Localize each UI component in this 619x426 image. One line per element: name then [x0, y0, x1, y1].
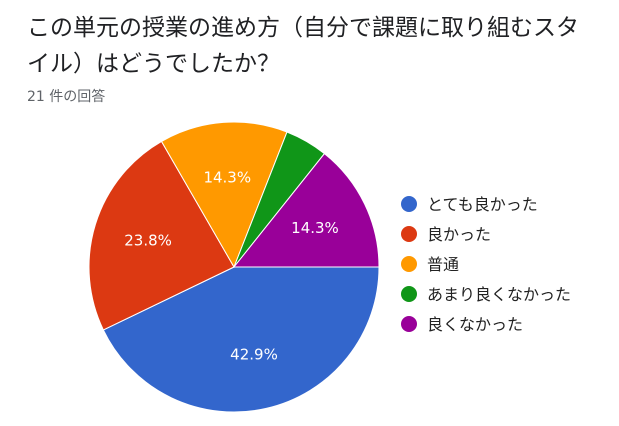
slice-percent-label: 14.3%	[203, 168, 251, 186]
pie-slice-5	[232, 152, 380, 268]
legend-label: 良かった	[427, 225, 491, 244]
slice-percent-label: 42.9%	[230, 346, 278, 364]
pie-slice-1	[102, 266, 380, 413]
legend-swatch	[401, 256, 417, 272]
pie-slice-labels: 42.9% 23.8% 14.3% 14.3%	[124, 168, 339, 363]
slice-percent-label: 23.8%	[124, 232, 172, 250]
pie-slice-2	[88, 140, 235, 331]
slice-percent-label: 14.3%	[291, 219, 339, 237]
legend-swatch	[401, 286, 417, 302]
chart-title: この単元の授業の進め方（自分で課題に取り組むスタイル）はどうでしたか？	[27, 15, 579, 77]
pie-slice-3	[160, 121, 288, 269]
legend-label: あまり良くなかった	[427, 285, 571, 304]
legend-swatch	[401, 226, 417, 242]
legend-label: 良くなかった	[427, 315, 523, 334]
response-count: 21 件の回答	[27, 89, 106, 105]
legend-swatch	[401, 196, 417, 212]
legend-label: 普通	[427, 255, 459, 274]
legend-label: とても良かった	[427, 195, 538, 214]
pie-slices	[88, 121, 380, 413]
legend-swatch	[401, 316, 417, 332]
